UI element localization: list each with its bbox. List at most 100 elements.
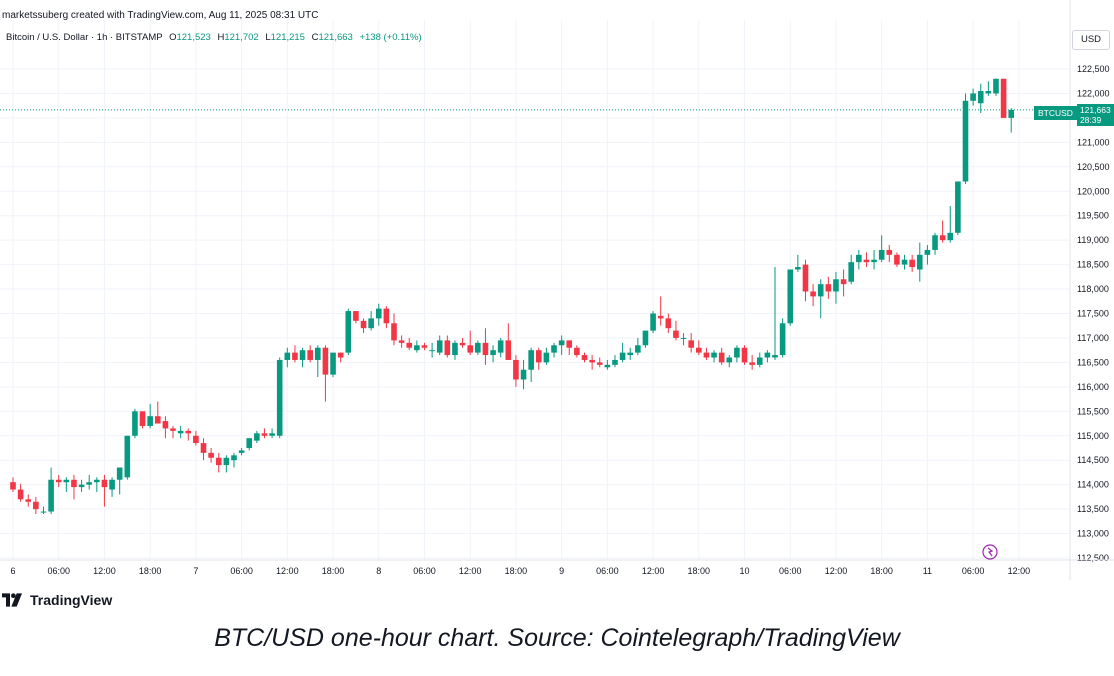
- tradingview-logo[interactable]: TradingView: [2, 592, 112, 608]
- candle: [840, 269, 847, 297]
- candle: [459, 337, 466, 348]
- price-tick-label: 116,000: [1077, 382, 1109, 392]
- time-tick-label: 12:00: [825, 566, 848, 576]
- candle-body: [345, 311, 352, 353]
- candle: [475, 340, 481, 356]
- candle-body: [322, 347, 329, 375]
- candle-body: [398, 340, 405, 343]
- candle: [787, 269, 794, 326]
- candle-body: [673, 330, 679, 338]
- candle: [955, 181, 961, 236]
- candle-body: [177, 430, 184, 434]
- candle-body: [939, 235, 946, 241]
- time-axis[interactable]: 6 06:00 12:00 18:00 7 06:00 12:00 18:00 8 06:00 12…: [10, 566, 1030, 576]
- candle: [977, 83, 984, 114]
- candle: [543, 347, 550, 365]
- price-tick-label: 122,500: [1077, 64, 1110, 74]
- candle: [863, 252, 870, 268]
- candle-body: [840, 279, 847, 285]
- candle-body: [124, 435, 131, 478]
- symbol-name[interactable]: Bitcoin / U.S. Dollar · 1h · BITSTAMP: [6, 32, 163, 43]
- candle: [71, 474, 77, 500]
- chart-credit: marketssuberg created with TradingView.c…: [2, 10, 319, 21]
- candle-body: [429, 350, 435, 352]
- candle-body: [810, 291, 816, 297]
- candle-body: [558, 340, 565, 346]
- candle-body: [970, 93, 976, 101]
- candle-body: [642, 330, 649, 346]
- candle-body: [33, 501, 39, 510]
- candle-body: [657, 315, 664, 319]
- candle-body: [894, 254, 900, 265]
- price-axis[interactable]: 112,500 113,000 113,500 114,000 114,500 115,0…: [1077, 64, 1110, 563]
- candle-body: [825, 284, 832, 292]
- time-tick-label: 18:00: [870, 566, 893, 576]
- candle-body: [25, 499, 32, 502]
- replay-icon[interactable]: [982, 544, 998, 560]
- candle-body: [337, 352, 344, 358]
- currency-button[interactable]: USD: [1072, 30, 1110, 50]
- candle: [886, 245, 893, 263]
- candle: [764, 350, 771, 363]
- candle-body: [17, 489, 24, 500]
- candle: [170, 425, 176, 439]
- candle-body: [299, 350, 306, 360]
- candle: [612, 355, 618, 368]
- symbol-legend[interactable]: Bitcoin / U.S. Dollar · 1h · BITSTAMP O1…: [6, 32, 422, 43]
- candle-body: [132, 411, 138, 436]
- candle-body: [86, 482, 92, 485]
- candle-body: [627, 352, 634, 356]
- candle: [269, 428, 275, 439]
- candle: [970, 88, 976, 106]
- high-label: H: [217, 32, 225, 43]
- candle-body: [589, 359, 595, 363]
- candle-body: [238, 450, 245, 453]
- open-label: O: [169, 32, 177, 43]
- candle-body: [292, 352, 298, 360]
- candle-body: [497, 340, 504, 353]
- price-tick-label: 118,500: [1077, 260, 1109, 270]
- time-tick-label: 8: [376, 566, 381, 576]
- candle-body: [932, 235, 938, 250]
- candle-body: [772, 355, 778, 358]
- candle-body: [779, 323, 786, 356]
- candle: [193, 430, 199, 446]
- price-tick-label: 120,000: [1077, 186, 1110, 196]
- candle-body: [200, 443, 207, 453]
- candle-body: [284, 352, 291, 360]
- candle: [581, 352, 588, 363]
- time-tick-label: 6: [10, 566, 15, 576]
- candle: [756, 352, 763, 368]
- price-tick-label: 114,000: [1077, 480, 1109, 490]
- candle-body: [612, 359, 618, 365]
- candle-body: [101, 479, 108, 488]
- candle: [322, 345, 329, 402]
- candle-body: [116, 467, 123, 480]
- candle: [558, 335, 565, 356]
- candle-body: [147, 416, 153, 426]
- candle: [299, 347, 306, 368]
- candle: [208, 447, 214, 463]
- candle: [223, 455, 230, 473]
- candle-body: [848, 262, 854, 282]
- candle-body: [741, 347, 748, 363]
- candle: [909, 254, 915, 272]
- candle-body: [535, 350, 542, 363]
- candle: [696, 340, 702, 356]
- candle-body: [261, 433, 268, 436]
- candle: [901, 254, 908, 270]
- time-tick-label: 06:00: [47, 566, 70, 576]
- candle: [10, 477, 16, 492]
- candle-body: [795, 267, 801, 270]
- candle: [825, 276, 832, 299]
- candle: [642, 330, 649, 348]
- candle: [101, 474, 108, 507]
- candle-body: [749, 362, 755, 365]
- candle: [337, 352, 344, 363]
- candle: [726, 355, 733, 368]
- price-tick-label: 115,000: [1077, 431, 1109, 441]
- candle-body: [10, 482, 16, 490]
- candle: [254, 430, 260, 444]
- candle: [490, 345, 496, 363]
